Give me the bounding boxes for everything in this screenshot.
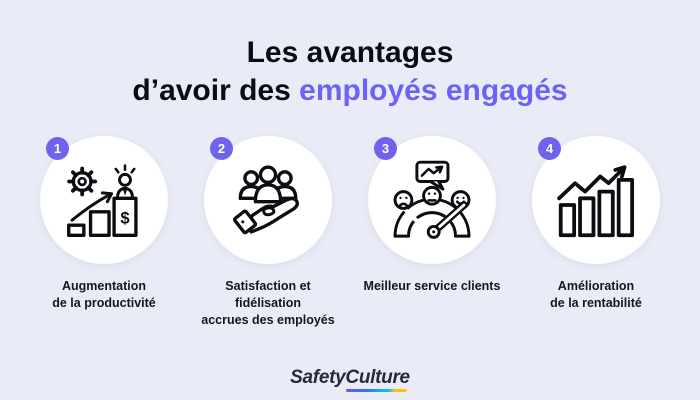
person-tie [122,189,128,196]
open-hand [247,196,299,234]
person-head [118,172,132,187]
person-rays [114,164,136,174]
item-profitability: 4 Amélioration de la rentabilité [514,136,678,329]
finger-curl [261,206,276,217]
item-retention: 2 Satisfaction et fidélisation accrues d… [186,136,350,329]
dollar-sign: $ [120,209,130,228]
growth-arrow [70,193,111,222]
gear-icon [67,166,98,197]
right-person-head [276,170,293,187]
item-label-productivity: Augmentation de la productivité [52,279,156,310]
left-person-head [243,170,260,187]
item-productivity: $ 1 Augmentation de la productivité [22,136,186,329]
cuff-button [241,220,245,224]
logo-safety: Safety [290,367,346,388]
profitability-chart-icon [557,165,635,238]
logo-culture: Culture [345,367,410,392]
employee-retention-hand-icon [233,165,299,235]
zigzag-growth-arrow [557,166,626,201]
benefits-row: $ 1 Augmentation de la productivité [22,136,678,329]
step-badge-2: 2 [210,137,233,160]
title-line-1: Les avantages [246,36,454,69]
icon-circle-productivity: $ [40,136,168,264]
trend-arrow [420,165,443,177]
brand-logo: SafetyCulture [290,367,410,392]
person-body [115,186,135,200]
footer: SafetyCulture [0,367,700,392]
item-label-customer-service: Meilleur service clients [363,279,501,293]
item-label-profitability: Amélioration de la rentabilité [550,279,642,310]
page-title: Les avantages d’avoir des employés engag… [0,0,700,110]
gauge-segment-gap [401,205,420,224]
customer-satisfaction-gauge-icon [393,160,471,239]
gauge-inner-arc [407,211,457,238]
step-badge-3: 3 [374,137,397,160]
title-line2-prefix: d’avoir des [132,74,300,107]
item-label-retention: Satisfaction et fidélisation accrues des… [201,279,335,327]
title-highlight: employés engagés [299,74,568,107]
title-line-2: d’avoir des employés engagés [0,72,700,110]
productivity-growth-icon: $ [67,164,138,237]
icon-circle-profitability [532,136,660,264]
step-badge-1: 1 [46,137,69,160]
speech-bubble-tail [428,180,445,191]
logo-gradient-underline [346,389,407,392]
sleeve-cuff [233,209,258,235]
item-customer-service: 3 Meilleur service clients [350,136,514,329]
center-person-body [253,183,283,204]
center-person-head [258,165,278,185]
sad-face-icon [393,190,414,210]
step-badge-4: 4 [538,137,561,160]
